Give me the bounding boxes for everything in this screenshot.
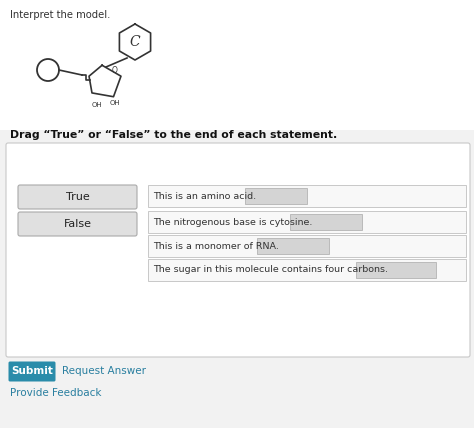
Text: True: True (65, 192, 90, 202)
FancyBboxPatch shape (18, 212, 137, 236)
FancyBboxPatch shape (18, 185, 137, 209)
FancyBboxPatch shape (148, 185, 466, 207)
Text: O: O (112, 65, 118, 74)
Text: C: C (130, 35, 140, 49)
FancyBboxPatch shape (0, 0, 474, 130)
FancyBboxPatch shape (148, 259, 466, 281)
FancyBboxPatch shape (257, 238, 329, 254)
FancyBboxPatch shape (245, 188, 307, 204)
Text: Request Answer: Request Answer (62, 366, 146, 377)
Text: False: False (64, 219, 91, 229)
FancyBboxPatch shape (9, 362, 55, 381)
Text: OH: OH (91, 102, 102, 108)
FancyBboxPatch shape (148, 211, 466, 233)
Text: This is a monomer of RNA.: This is a monomer of RNA. (153, 241, 279, 250)
Text: Interpret the model.: Interpret the model. (10, 10, 110, 20)
Text: The sugar in this molecule contains four carbons.: The sugar in this molecule contains four… (153, 265, 388, 274)
Text: Submit: Submit (11, 366, 53, 377)
Text: This is an amino acid.: This is an amino acid. (153, 191, 256, 200)
Text: Provide Feedback: Provide Feedback (10, 388, 101, 398)
FancyBboxPatch shape (356, 262, 436, 278)
FancyBboxPatch shape (290, 214, 362, 230)
FancyBboxPatch shape (148, 235, 466, 257)
Text: The nitrogenous base is cytosine.: The nitrogenous base is cytosine. (153, 217, 312, 226)
Text: OH: OH (109, 100, 120, 106)
Text: Drag “True” or “False” to the end of each statement.: Drag “True” or “False” to the end of eac… (10, 130, 337, 140)
FancyBboxPatch shape (6, 143, 470, 357)
